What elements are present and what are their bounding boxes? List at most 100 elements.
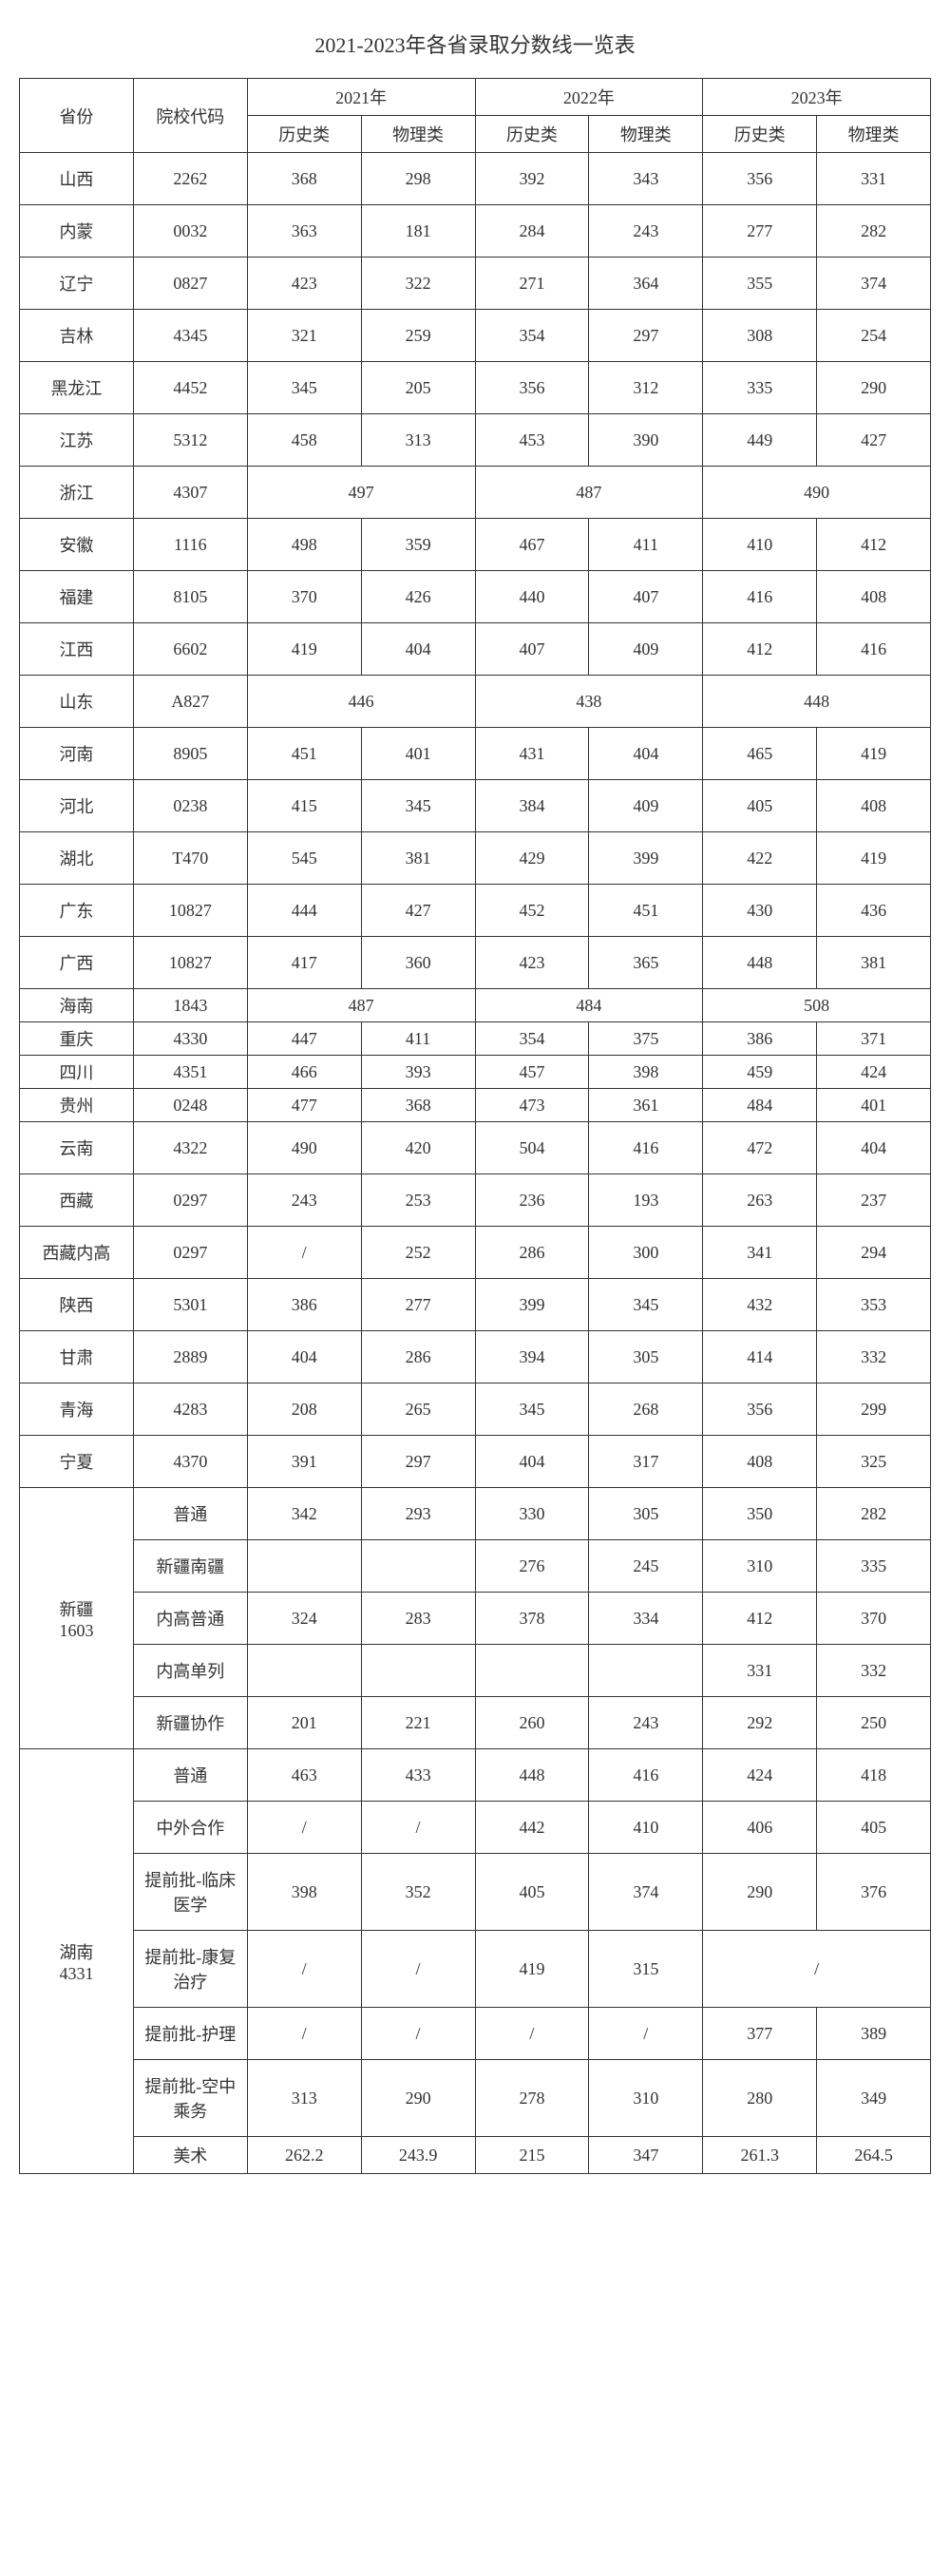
cell: 426 [361, 571, 475, 623]
cell [247, 1540, 361, 1593]
cell: 446 [247, 676, 475, 728]
code-cell: 4307 [133, 467, 247, 519]
cell: 341 [703, 1227, 817, 1279]
cell: 393 [361, 1056, 475, 1089]
score-table: 省份 院校代码 2021年 2022年 2023年 历史类 物理类 历史类 物理… [19, 78, 931, 2174]
cell: 293 [361, 1488, 475, 1540]
code-cell: 4370 [133, 1436, 247, 1488]
cell: 282 [817, 205, 931, 258]
cell: 353 [817, 1279, 931, 1331]
cell: 412 [703, 1593, 817, 1645]
cell: 276 [475, 1540, 589, 1593]
cell: 423 [475, 937, 589, 989]
cell: 404 [247, 1331, 361, 1383]
cell: 386 [703, 1022, 817, 1056]
cell: 313 [361, 414, 475, 467]
cell: 263 [703, 1174, 817, 1227]
table-row: 河北0238415345384409405408 [20, 780, 931, 832]
cell: 330 [475, 1488, 589, 1540]
cell: 407 [475, 623, 589, 676]
type-cell: 内高普通 [133, 1593, 247, 1645]
cell: 405 [703, 780, 817, 832]
cell: 444 [247, 885, 361, 937]
cell: / [361, 1802, 475, 1854]
cell: 424 [817, 1056, 931, 1089]
cell: 410 [589, 1802, 703, 1854]
code-cell: 5301 [133, 1279, 247, 1331]
cell: 277 [703, 205, 817, 258]
cell: 335 [703, 362, 817, 414]
cell: 298 [361, 153, 475, 205]
cell: 259 [361, 310, 475, 362]
province-cell: 黑龙江 [20, 362, 134, 414]
cell: 438 [475, 676, 703, 728]
cell: 409 [589, 623, 703, 676]
cell: 487 [247, 989, 475, 1022]
cell: / [703, 1931, 931, 2008]
cell: 422 [703, 832, 817, 885]
province-cell: 海南 [20, 989, 134, 1022]
code-cell: 1843 [133, 989, 247, 1022]
cell: 345 [589, 1279, 703, 1331]
cell: 419 [817, 832, 931, 885]
cell: 254 [817, 310, 931, 362]
cell: 284 [475, 205, 589, 258]
cell: 334 [589, 1593, 703, 1645]
province-cell: 安徽 [20, 519, 134, 571]
cell: 408 [817, 571, 931, 623]
type-cell: 新疆南疆 [133, 1540, 247, 1593]
cell: 390 [589, 414, 703, 467]
cell: 404 [817, 1122, 931, 1174]
cell: 508 [703, 989, 931, 1022]
table-row: 湖南4331普通463433448416424418 [20, 1749, 931, 1802]
cell: 504 [475, 1122, 589, 1174]
cell: 407 [589, 571, 703, 623]
cell [475, 1645, 589, 1697]
cell: 332 [817, 1645, 931, 1697]
cell: / [247, 2008, 361, 2060]
code-cell: 2262 [133, 153, 247, 205]
province-cell: 山东 [20, 676, 134, 728]
code-cell: 6602 [133, 623, 247, 676]
cell: 448 [475, 1749, 589, 1802]
cell: 236 [475, 1174, 589, 1227]
cell: 416 [589, 1749, 703, 1802]
cell: 265 [361, 1383, 475, 1436]
cell: 280 [703, 2060, 817, 2137]
cell: 498 [247, 519, 361, 571]
cell: 370 [817, 1593, 931, 1645]
cell: 409 [589, 780, 703, 832]
cell: 345 [475, 1383, 589, 1436]
header-history: 历史类 [247, 116, 361, 153]
cell: 416 [589, 1122, 703, 1174]
cell: 264.5 [817, 2137, 931, 2174]
cell: 410 [703, 519, 817, 571]
cell: 401 [817, 1089, 931, 1122]
cell: / [475, 2008, 589, 2060]
cell: 283 [361, 1593, 475, 1645]
cell: 399 [589, 832, 703, 885]
table-row: 广东10827444427452451430436 [20, 885, 931, 937]
cell: 412 [703, 623, 817, 676]
province-cell: 河北 [20, 780, 134, 832]
province-cell: 重庆 [20, 1022, 134, 1056]
cell: 411 [361, 1022, 475, 1056]
cell: 310 [703, 1540, 817, 1593]
cell: 282 [817, 1488, 931, 1540]
province-cell: 河南 [20, 728, 134, 780]
cell: 332 [817, 1331, 931, 1383]
cell: 430 [703, 885, 817, 937]
cell [361, 1540, 475, 1593]
table-row: 广西10827417360423365448381 [20, 937, 931, 989]
code-cell: 4283 [133, 1383, 247, 1436]
cell: 352 [361, 1854, 475, 1931]
cell: 325 [817, 1436, 931, 1488]
table-row: 提前批-康复治疗//419315/ [20, 1931, 931, 2008]
cell: 368 [361, 1089, 475, 1122]
province-cell: 湖北 [20, 832, 134, 885]
cell: 322 [361, 258, 475, 310]
cell: 356 [703, 1383, 817, 1436]
cell: 350 [703, 1488, 817, 1540]
cell: 360 [361, 937, 475, 989]
cell: 317 [589, 1436, 703, 1488]
